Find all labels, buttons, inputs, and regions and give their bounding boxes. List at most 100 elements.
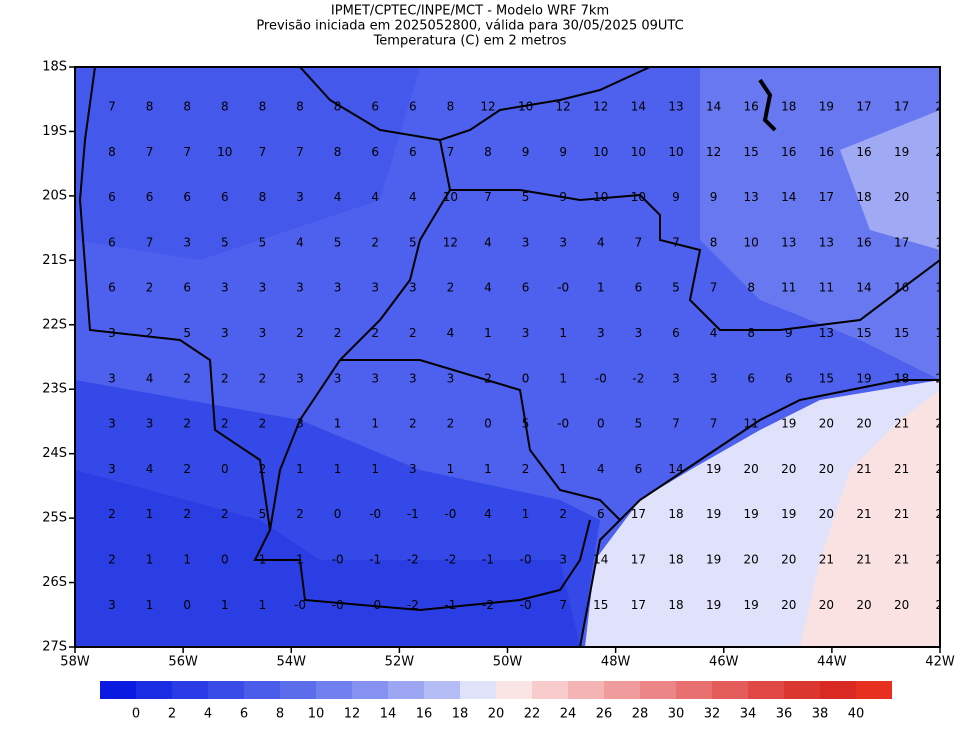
grid-value: 20 (819, 598, 834, 612)
grid-value: 12 (706, 145, 721, 159)
grid-value: 2 (183, 371, 191, 385)
grid-value: 4 (484, 507, 492, 521)
grid-value: 1 (221, 598, 229, 612)
grid-value: 7 (710, 281, 718, 295)
colorbar-box (568, 681, 604, 699)
colorbar-box (856, 681, 892, 699)
colorbar-box (424, 681, 460, 699)
colorbar-label: 10 (308, 707, 325, 722)
grid-value: 6 (785, 371, 793, 385)
grid-value: 3 (522, 235, 530, 249)
grid-value: 19 (894, 145, 909, 159)
grid-value: 3 (371, 371, 379, 385)
grid-value: -0 (557, 417, 569, 431)
grid-value: 2 (409, 417, 417, 431)
grid-value: 6 (371, 145, 379, 159)
colorbar-label: 24 (560, 707, 577, 722)
colorbar-label: 38 (812, 707, 829, 722)
grid-value: 7 (672, 235, 680, 249)
grid-value: 6 (221, 190, 229, 204)
grid-value: 5 (334, 235, 342, 249)
lon-label: 44W (817, 655, 847, 670)
grid-value: 4 (334, 190, 342, 204)
grid-value: 1 (259, 598, 267, 612)
grid-value: 21 (894, 417, 909, 431)
grid-value: 19 (744, 598, 759, 612)
grid-value: 7 (146, 145, 154, 159)
grid-value: 3 (296, 281, 304, 295)
grid-value: 9 (559, 145, 567, 159)
grid-value: 9 (785, 326, 793, 340)
colorbar-box (316, 681, 352, 699)
grid-value: 1 (371, 417, 379, 431)
grid-value: 20 (819, 417, 834, 431)
grid-value: 5 (522, 417, 530, 431)
grid-value: 4 (409, 190, 417, 204)
lon-label: 42W (925, 655, 955, 670)
colorbar-box (604, 681, 640, 699)
grid-value: 4 (447, 326, 455, 340)
grid-value: 2 (935, 462, 943, 476)
grid-value: 8 (221, 100, 229, 114)
grid-value: -1 (369, 553, 381, 567)
grid-value: 6 (597, 507, 605, 521)
grid-value: 17 (631, 507, 646, 521)
grid-value: 20 (819, 462, 834, 476)
grid-value: 5 (409, 235, 417, 249)
colorbar-label: 40 (848, 707, 865, 722)
lat-label: 27S (42, 640, 67, 655)
grid-value: 3 (559, 235, 567, 249)
grid-value: 21 (856, 462, 871, 476)
colorbar-label: 2 (168, 707, 176, 722)
grid-value: 2 (146, 281, 154, 295)
grid-value: 4 (146, 371, 154, 385)
grid-value: 14 (631, 100, 646, 114)
colorbar-box (388, 681, 424, 699)
grid-value: 9 (672, 190, 680, 204)
grid-value: 19 (781, 417, 796, 431)
grid-value: 0 (522, 371, 530, 385)
grid-value: 3 (672, 371, 680, 385)
grid-value: 4 (146, 462, 154, 476)
colorbar-label: 30 (668, 707, 685, 722)
grid-value: 5 (221, 235, 229, 249)
grid-value: 8 (259, 100, 267, 114)
grid-value: 14 (668, 462, 683, 476)
grid-value: 8 (108, 145, 116, 159)
grid-value: 5 (259, 235, 267, 249)
grid-value: -0 (332, 598, 344, 612)
grid-value: -0 (557, 281, 569, 295)
colorbar-label: 22 (524, 707, 541, 722)
grid-value: 2 (447, 281, 455, 295)
colorbar-box (136, 681, 172, 699)
grid-value: 21 (894, 507, 909, 521)
grid-value: 2 (935, 417, 943, 431)
grid-value: 16 (856, 145, 871, 159)
grid-value: 6 (183, 281, 191, 295)
grid-value: 1 (296, 553, 304, 567)
grid-value: 15 (819, 371, 834, 385)
grid-value: 2 (259, 462, 267, 476)
colorbar-label: 0 (132, 707, 140, 722)
grid-value: 12 (443, 235, 458, 249)
grid-value: 19 (819, 100, 834, 114)
grid-value: 17 (894, 235, 909, 249)
grid-value: -0 (332, 553, 344, 567)
grid-value: 17 (894, 100, 909, 114)
grid-value: 3 (296, 371, 304, 385)
grid-value: 3 (296, 417, 304, 431)
grid-value: 7 (146, 235, 154, 249)
grid-value: 2 (183, 462, 191, 476)
grid-value: 17 (856, 100, 871, 114)
grid-value: 9 (559, 190, 567, 204)
colorbar-box (712, 681, 748, 699)
grid-value: 19 (706, 598, 721, 612)
grid-value: 13 (819, 235, 834, 249)
grid-value: 6 (183, 190, 191, 204)
lon-label: 46W (709, 655, 739, 670)
colorbar-box (172, 681, 208, 699)
lat-label: 19S (42, 124, 67, 139)
colorbar-box (784, 681, 820, 699)
grid-value: 6 (522, 281, 530, 295)
grid-value: 2 (221, 507, 229, 521)
